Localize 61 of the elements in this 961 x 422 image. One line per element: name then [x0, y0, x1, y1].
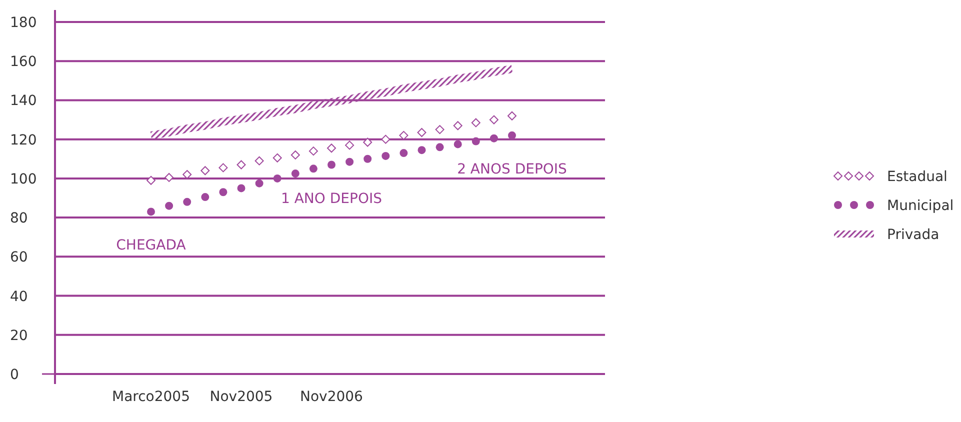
y-tick-label: 80: [10, 210, 28, 227]
point: [182, 170, 192, 180]
point: [381, 134, 390, 144]
point: [146, 176, 156, 185]
x-tick-label: Marco2005: [112, 389, 190, 405]
point: [308, 146, 318, 156]
annotation: 1 ANO DEPOIS: [281, 190, 382, 207]
point: [272, 153, 282, 162]
point: [309, 164, 318, 173]
point: [237, 184, 246, 192]
point: [435, 125, 444, 134]
point: [164, 172, 174, 182]
point: [236, 160, 246, 170]
point: [218, 163, 228, 172]
point: [327, 144, 336, 153]
point: [200, 166, 210, 176]
legend-label: Privada: [887, 227, 940, 243]
point: [201, 193, 210, 202]
point: [328, 160, 336, 169]
point: [382, 152, 390, 160]
y-tick-label: 180: [10, 15, 37, 31]
point: [418, 146, 426, 154]
point: [400, 149, 408, 158]
y-tick-label: 100: [10, 171, 37, 188]
y-tick-label: 40: [10, 288, 28, 305]
point: [219, 188, 228, 196]
point: [273, 174, 282, 182]
point: [489, 115, 498, 124]
y-tick-label: 60: [10, 250, 28, 266]
point: [183, 198, 192, 206]
x-tick-label: Nov2006: [300, 389, 364, 405]
x-tick-label: Nov2005: [210, 389, 273, 405]
point: [345, 140, 354, 150]
point: [147, 208, 155, 216]
y-tick-label: 20: [10, 328, 28, 344]
point: [454, 140, 462, 148]
annotation: 2 ANOS DEPOIS: [457, 161, 568, 178]
point: [508, 131, 516, 140]
point: [254, 156, 264, 166]
point: [165, 202, 174, 210]
legend-label: Municipal: [887, 198, 954, 214]
legend-label: Estadual: [887, 169, 948, 185]
point: [436, 143, 444, 152]
y-tick-label: 140: [10, 93, 37, 110]
point: [290, 150, 300, 160]
point: [363, 138, 372, 147]
point: [472, 137, 480, 146]
point: [255, 179, 264, 188]
point: [417, 128, 426, 137]
point: [453, 121, 462, 130]
point: [291, 170, 300, 178]
point: [471, 118, 480, 128]
y-tick-label: 0: [10, 367, 19, 383]
point: [490, 134, 498, 142]
y-tick-label: 160: [10, 54, 37, 70]
annotation: CHEGADA: [116, 238, 186, 254]
point: [399, 130, 408, 140]
point: [346, 158, 354, 166]
y-tick-label: 120: [10, 132, 37, 148]
point: [364, 154, 372, 163]
point: [508, 111, 516, 120]
